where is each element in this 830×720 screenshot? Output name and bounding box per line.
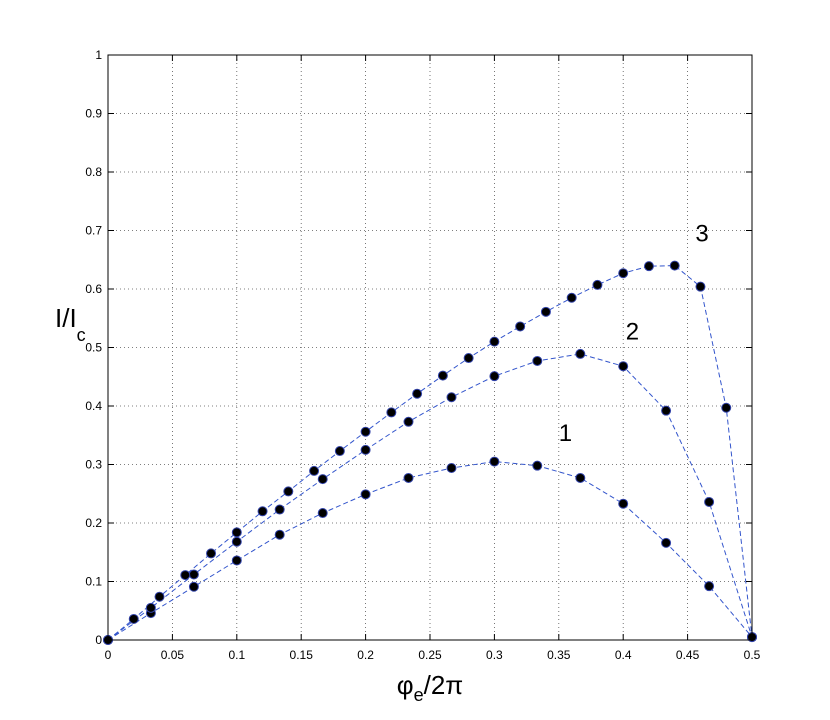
y-tick-label: 0.7 (85, 224, 102, 238)
data-point-series-1 (446, 463, 457, 474)
data-point-series-2 (704, 496, 715, 507)
series-label-2: 2 (626, 318, 639, 345)
y-axis-label-base: I/I (55, 303, 77, 333)
grid (108, 55, 752, 640)
y-tick-label: 0.6 (85, 282, 102, 296)
x-tick-label: 0.4 (615, 648, 632, 662)
data-point-series-1 (532, 460, 543, 471)
y-tick-labels: 0 0.1 0.2 0.3 0.4 0.5 0.6 0.7 0.8 0.9 1 (85, 48, 102, 647)
axis-ticks (107, 54, 753, 641)
data-point-series-3 (695, 281, 706, 292)
x-tick-label: 0.15 (290, 648, 314, 662)
data-point-series-3 (721, 402, 732, 413)
series-line-2 (107, 353, 753, 641)
data-point-series-2 (575, 348, 586, 359)
data-point-series-3 (463, 353, 474, 364)
data-point-series-3 (360, 426, 371, 437)
data-point-series-2 (618, 361, 629, 372)
data-point-series-1 (317, 508, 328, 519)
data-point-series-1 (274, 529, 285, 540)
data-point-series-3 (540, 306, 551, 317)
data-point-series-3 (669, 260, 680, 271)
data-point-series-1 (618, 498, 629, 509)
x-tick-label: 0.5 (744, 648, 761, 662)
data-point-series-3 (489, 336, 500, 347)
data-point-series-3 (643, 261, 654, 272)
data-point-series-3 (412, 388, 423, 399)
y-tick-label: 0.4 (85, 399, 102, 413)
y-axis-label: I/Ic (55, 303, 86, 345)
data-point-series-3 (180, 570, 191, 581)
x-axis-label-rest: /2π (424, 670, 464, 700)
y-tick-label: 0.3 (85, 458, 102, 472)
series-line-1 (107, 461, 753, 641)
series-label-3: 3 (695, 221, 708, 248)
data-point-series-2 (231, 536, 242, 547)
data-point-series-1 (360, 489, 371, 500)
series-labels: 1 2 3 (559, 221, 709, 447)
data-point-series-3 (309, 465, 320, 476)
data-point-series-2 (403, 416, 414, 427)
data-point-series-1 (661, 537, 672, 548)
data-point-series-1 (403, 472, 414, 483)
data-point-series-3 (386, 407, 397, 418)
y-tick-label: 0.5 (85, 341, 102, 355)
y-tick-label: 0 (95, 633, 102, 647)
x-axis-label-base: φ (397, 670, 414, 700)
y-tick-label: 0.8 (85, 165, 102, 179)
x-axis-label-subscript: e (414, 685, 424, 705)
series-points (103, 260, 757, 645)
data-point-series-1 (188, 581, 199, 592)
data-point-series-3 (437, 370, 448, 381)
y-tick-label: 0.9 (85, 107, 102, 121)
data-point-series-3 (257, 506, 268, 517)
data-point-series-2 (489, 371, 500, 382)
x-tick-label: 0.35 (547, 648, 571, 662)
data-point-series-3 (231, 527, 242, 538)
x-tick-label: 0.2 (357, 648, 374, 662)
series-label-1: 1 (559, 420, 572, 447)
data-point-series-2 (532, 355, 543, 366)
x-tick-label: 0.05 (161, 648, 185, 662)
data-point-series-2 (274, 504, 285, 515)
data-point-series-3 (154, 591, 165, 602)
data-point-series-3 (334, 446, 345, 457)
data-point-series-2 (188, 569, 199, 580)
x-axis-label: φe/2π (397, 670, 464, 705)
x-tick-labels: 0 0.05 0.1 0.15 0.2 0.25 0.3 0.35 0.4 0.45 0.5 (105, 648, 761, 662)
x-tick-label: 0.1 (228, 648, 245, 662)
x-tick-label: 0.25 (418, 648, 442, 662)
data-point-series-1 (704, 581, 715, 592)
data-point-series-2 (661, 405, 672, 416)
data-point-series-2 (446, 392, 457, 403)
data-point-series-1 (231, 555, 242, 566)
data-point-series-3 (592, 279, 603, 290)
y-tick-label: 0.1 (85, 575, 102, 589)
y-tick-label: 1 (95, 48, 102, 62)
data-point-series-3 (566, 292, 577, 303)
data-point-series-3 (128, 613, 139, 624)
y-tick-label: 0.2 (85, 516, 102, 530)
x-tick-label: 0.3 (486, 648, 503, 662)
data-point-series-3 (206, 548, 217, 559)
data-point-series-3 (515, 321, 526, 332)
data-point-series-2 (360, 444, 371, 455)
data-point-series-1 (575, 472, 586, 483)
x-tick-label: 0.45 (676, 648, 700, 662)
y-axis-label-subscript: c (77, 325, 86, 345)
data-point-series-1 (489, 456, 500, 467)
data-point-series-2 (145, 602, 156, 613)
x-tick-label: 0 (105, 648, 112, 662)
data-point-series-2 (317, 474, 328, 485)
data-point-series-3 (283, 486, 294, 497)
data-point-series-3 (618, 268, 629, 279)
